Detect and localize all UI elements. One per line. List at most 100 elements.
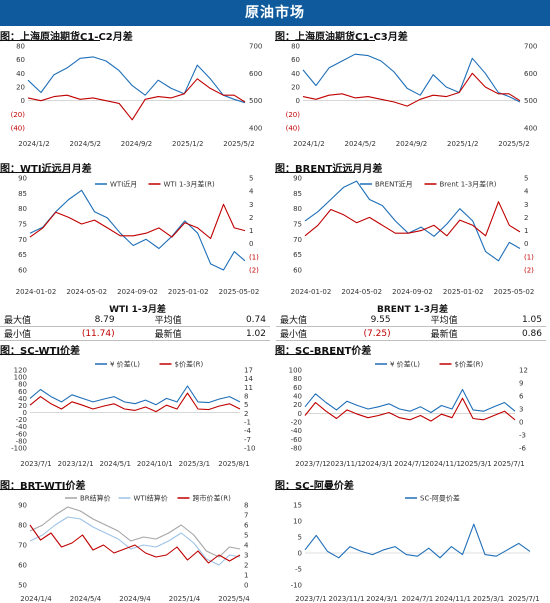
series-line [304,523,531,559]
legend-label: $价差(R) [455,360,484,369]
y-left-tick-label: 40 [16,70,25,78]
y-right-tick-label: 2 [249,214,253,222]
series-line [27,78,246,121]
x-tick-label: 2025/5/4 [218,595,250,603]
y-right-tick-label: 14 [244,375,253,383]
series-line [302,53,521,103]
stats-label: 最新值 [394,326,497,341]
x-tick-label: 2024/5/1 [99,460,130,468]
stats-label: 平均值 [118,313,221,327]
y-left-tick-label: 80 [293,205,302,213]
y-left-tick-label: 40 [18,395,27,403]
x-tick-label: 2024/5/2 [345,140,376,148]
y-right-tick-label: 500 [249,97,262,105]
chart-sc-wti: 120100806040200-20-40-60-80-100171411852… [11,360,255,469]
stats-value: 1.05 [496,313,546,327]
y-left-tick-label: -60 [16,430,27,438]
legend-label: WTI结算价 [134,494,168,503]
panel-title: 图：SC-阿曼价差 [275,481,354,492]
panel-wti-spread: 图：WTI近远月月差 90 85 80 75 70 65 60 5 4 3 2 1 0 (1) (2) 202… [0,160,275,300]
series-line [29,506,241,558]
y-left-tick-label: 10 [293,518,302,526]
x-tick-label: 2024/5/2 [70,140,101,148]
wti-stats-title: WTI 1-3月差 [109,305,166,315]
series-line [29,203,246,240]
y-right-tick-label: 700 [524,43,537,51]
stats-label: 最大值 [0,313,70,327]
y-left-tick-label: 80 [291,43,300,51]
y-left-tick-label: 50 [18,582,27,590]
y-left-tick-label: -80 [16,437,27,445]
y-right-tick-label: -3 [519,432,526,440]
x-tick-label: 2023/7/1 [295,460,326,468]
brent-stats-title: BRENT 1-3月差 [376,305,448,315]
x-tick-label: 2024/1/2 [293,140,324,148]
stats-label: 最小值 [0,326,70,341]
panel-title: 图：上海原油期货C1-C2月差 [0,32,133,43]
x-tick-label: 2024/11/1 [435,595,471,603]
y-left-tick-label: 70 [293,236,302,244]
legend-label: WTI近月 [110,180,137,189]
y-right-tick-label: 0 [249,240,253,248]
y-right-tick-label: -6 [519,445,527,453]
x-tick-label: 2025/8/1 [218,460,249,468]
y-right-tick-label: 3 [524,201,528,209]
y-left-tick-label: -5 [295,566,302,574]
y-left-tick-label: -20 [291,419,302,427]
legend-label: $价差(R) [175,360,204,369]
x-tick-label: 2024-05-02 [66,288,107,296]
y-left-tick-label: 70 [18,236,27,244]
panel-brent-spread: 图：BRENT近远月月差 90 85 80 75 70 65 60 5 4 3 2 1 0 (1) (2) 2… [275,160,550,300]
chart-wti-spread: 90 85 80 75 70 65 60 5 4 3 2 1 0 (1) (2) 2024-01-02 2024… [16,175,260,297]
y-right-tick-label: 700 [249,43,262,51]
section-banner: 原油市场 [0,0,550,26]
x-tick-label: 2024-01-02 [291,288,332,296]
y-left-tick-label: 20 [293,401,302,409]
legend-label: Brent 1-3月差(R) [440,180,497,189]
title-underline [275,354,345,355]
brent-stats-table: 最大值 9.55 平均值 1.05 最小值 (7.25) 最新值 0.86 [276,313,546,341]
stats-row: 最小值 (7.25) 最新值 0.86 [276,326,546,341]
series-line [29,189,246,271]
y-left-tick-label: -40 [291,427,302,435]
y-right-tick-label: 4 [244,542,249,550]
stats-row: 最小值 (11.74) 最新值 1.02 [0,326,270,341]
panel-brt-wti: 图：BRT-WTI价差 90 80 70 60 50 8 7 6 5 4 3 2 1 0 2024/1/4 2… [0,477,275,603]
y-left-tick-label: -10 [291,582,302,590]
y-right-tick-label: 0 [244,582,248,590]
series-line [29,385,241,406]
y-left-tick-label: 40 [293,393,302,401]
y-right-tick-label: -10 [244,445,255,453]
stats-row: 最大值 9.55 平均值 1.05 [276,313,546,327]
x-tick-label: 2023/7/1 [295,595,326,603]
chart-brt-wti: 90 80 70 60 50 8 7 6 5 4 3 2 1 0 2024/1/4 2024/5/4 2024/… [18,494,250,603]
y-right-tick-label: 500 [524,97,537,105]
y-right-tick-label: 2 [524,214,528,222]
title-underline [0,354,70,355]
y-left-tick-label: 60 [18,562,27,570]
y-right-tick-label: 400 [524,125,537,133]
y-left-tick-label: 90 [18,502,27,510]
x-tick-label: 2024/10/1 [137,460,173,468]
y-left-tick-label: 75 [18,221,27,229]
legend-label: SC-阿曼价差 [420,494,460,503]
y-left-tick-label: -20 [16,416,27,424]
x-tick-label: 2024/3/1 [366,595,397,603]
y-right-tick-label: 4 [249,188,254,196]
stats-label: 最小值 [276,326,346,341]
y-right-tick-label: 12 [519,367,528,375]
stats-value: 0.86 [496,326,546,341]
y-left-tick-label: 65 [18,251,27,259]
y-left-tick-label: 80 [293,375,302,383]
x-tick-label: 2023/12/1 [58,460,94,468]
y-right-tick-label: -7 [244,436,251,444]
x-tick-label: 2024-01-02 [16,288,57,296]
chart-sc-oman: 15 10 5 0 -5 -10 2023/7/1 2023/11/1 2024/3/1 2024… [291,494,540,603]
y-right-tick-label: 2 [244,410,248,418]
y-left-tick-label: 90 [293,175,302,183]
series-line [29,392,241,413]
y-left-tick-label: 5 [298,534,302,542]
y-right-tick-label: 1 [524,227,528,235]
title-underline [0,40,100,41]
y-left-tick-label: -100 [11,445,27,453]
